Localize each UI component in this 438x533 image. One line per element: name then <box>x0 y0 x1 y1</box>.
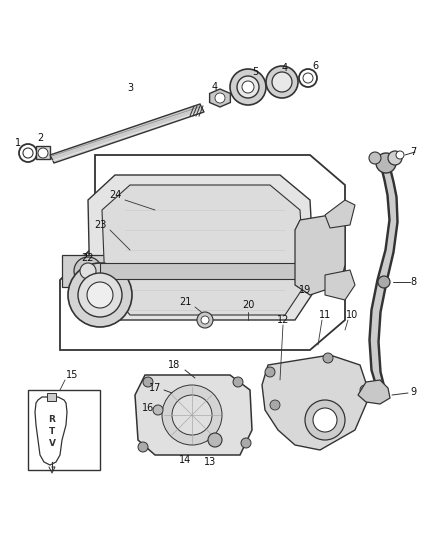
Polygon shape <box>50 104 204 163</box>
Bar <box>36 146 50 159</box>
Circle shape <box>197 312 213 328</box>
Text: 3: 3 <box>127 83 133 93</box>
Polygon shape <box>102 185 305 315</box>
Bar <box>47 393 56 401</box>
Polygon shape <box>262 355 370 450</box>
Circle shape <box>378 276 390 288</box>
Circle shape <box>237 76 259 98</box>
Text: 20: 20 <box>242 300 254 310</box>
Circle shape <box>242 81 254 93</box>
Circle shape <box>305 400 345 440</box>
Polygon shape <box>358 380 390 404</box>
Polygon shape <box>325 200 355 228</box>
Polygon shape <box>210 89 230 107</box>
Text: 8: 8 <box>410 277 416 287</box>
Bar <box>62 255 117 287</box>
Circle shape <box>68 263 132 327</box>
Circle shape <box>38 148 48 158</box>
Circle shape <box>265 367 275 377</box>
Bar <box>100 263 300 279</box>
Text: R: R <box>49 416 56 424</box>
Bar <box>28 390 100 470</box>
Text: 4: 4 <box>282 63 288 73</box>
Polygon shape <box>325 270 355 300</box>
Polygon shape <box>295 215 345 295</box>
Circle shape <box>388 151 402 165</box>
Circle shape <box>215 93 225 103</box>
Circle shape <box>230 69 266 105</box>
Text: 2: 2 <box>37 133 43 143</box>
Circle shape <box>313 408 337 432</box>
Circle shape <box>201 316 209 324</box>
Text: 21: 21 <box>179 297 191 307</box>
Text: 24: 24 <box>109 190 121 200</box>
Text: 12: 12 <box>277 315 289 325</box>
Text: 5: 5 <box>252 67 258 77</box>
Circle shape <box>87 282 113 308</box>
Circle shape <box>270 400 280 410</box>
Text: T: T <box>49 427 55 437</box>
Text: 13: 13 <box>204 457 216 467</box>
Circle shape <box>376 153 396 173</box>
Circle shape <box>143 377 153 387</box>
Circle shape <box>241 438 251 448</box>
Text: 9: 9 <box>410 387 416 397</box>
Text: 15: 15 <box>66 370 78 380</box>
Text: 22: 22 <box>82 253 94 263</box>
Circle shape <box>172 395 212 435</box>
Circle shape <box>153 405 163 415</box>
Text: 23: 23 <box>94 220 106 230</box>
Text: 10: 10 <box>346 310 358 320</box>
Text: 4: 4 <box>212 82 218 92</box>
Text: 6: 6 <box>312 61 318 71</box>
Circle shape <box>80 263 96 279</box>
Polygon shape <box>35 397 67 465</box>
Text: 16: 16 <box>142 403 154 413</box>
Circle shape <box>162 385 222 445</box>
Circle shape <box>138 442 148 452</box>
Text: 11: 11 <box>319 310 331 320</box>
Text: 18: 18 <box>168 360 180 370</box>
Text: 1: 1 <box>15 138 21 148</box>
Text: 19: 19 <box>299 285 311 295</box>
Polygon shape <box>370 168 397 392</box>
Text: 7: 7 <box>410 147 416 157</box>
Circle shape <box>360 385 370 395</box>
Circle shape <box>208 433 222 447</box>
Polygon shape <box>88 175 315 320</box>
Circle shape <box>74 257 102 285</box>
Circle shape <box>78 273 122 317</box>
Circle shape <box>396 151 404 159</box>
Text: 17: 17 <box>149 383 161 393</box>
Circle shape <box>369 152 381 164</box>
Text: 14: 14 <box>179 455 191 465</box>
Circle shape <box>266 66 298 98</box>
Text: V: V <box>49 440 56 448</box>
Polygon shape <box>135 375 252 455</box>
Circle shape <box>323 353 333 363</box>
Circle shape <box>233 377 243 387</box>
Circle shape <box>272 72 292 92</box>
